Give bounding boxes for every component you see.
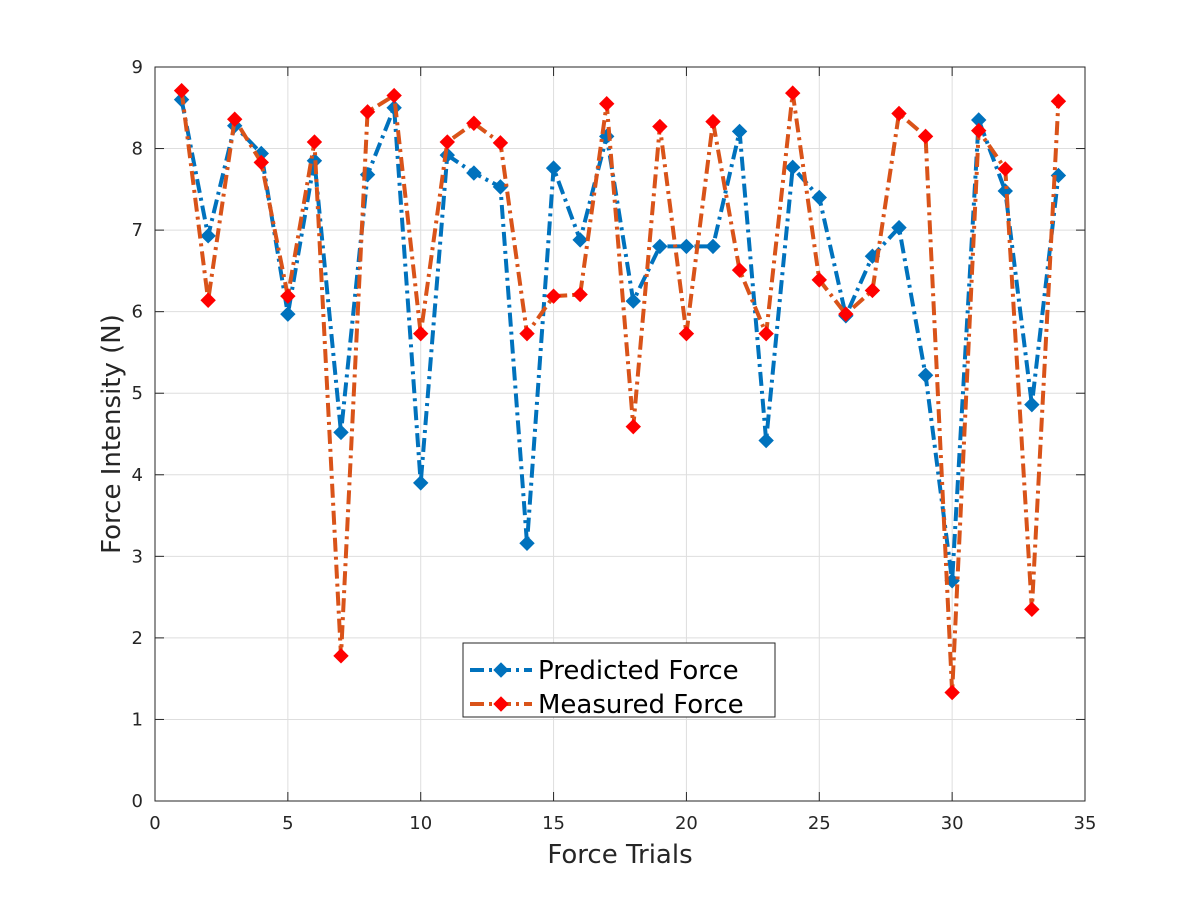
- legend-item: Predicted Force: [470, 656, 739, 686]
- plot-frame: [154, 66, 1086, 802]
- data-point: [173, 82, 190, 99]
- data-point: [997, 161, 1013, 177]
- y-tick-label: 7: [132, 220, 143, 241]
- data-point: [519, 325, 535, 342]
- data-point: [625, 293, 641, 309]
- legend-label: Measured Force: [538, 690, 744, 720]
- x-tick-label: 0: [149, 813, 160, 834]
- data-point: [652, 118, 668, 135]
- data-point: [1024, 396, 1040, 413]
- data-point: [359, 104, 376, 120]
- data-point: [917, 128, 934, 145]
- data-point: [519, 535, 535, 551]
- data-point: [652, 238, 668, 255]
- y-tick-label: 4: [132, 465, 143, 486]
- data-point: [731, 123, 748, 140]
- data-point: [864, 282, 881, 299]
- data-point: [811, 189, 827, 206]
- data-point: [572, 286, 588, 303]
- data-point: [678, 238, 695, 255]
- y-tick-label: 2: [132, 628, 143, 649]
- legend-marker-swatch: [493, 662, 509, 678]
- data-point: [838, 306, 854, 322]
- data-point: [572, 232, 588, 248]
- data-point: [1024, 601, 1040, 618]
- y-tick-label: 5: [132, 383, 143, 404]
- data-point: [705, 113, 721, 130]
- y-tick-label: 9: [132, 57, 143, 78]
- data-point: [785, 159, 801, 176]
- data-point: [891, 105, 907, 122]
- data-point: [545, 288, 562, 304]
- x-tick-label: 35: [1074, 813, 1097, 834]
- legend-item: Measured Force: [470, 690, 744, 720]
- data-point: [253, 154, 269, 171]
- x-axis-title: Force Trials: [547, 840, 692, 870]
- data-point: [466, 115, 482, 131]
- data-point: [280, 306, 296, 322]
- x-tick-label: 20: [675, 813, 698, 834]
- data-point: [944, 684, 960, 701]
- x-tick-label: 5: [282, 813, 293, 834]
- x-tick-label: 10: [409, 813, 432, 834]
- x-tick-label: 25: [808, 813, 831, 834]
- x-tick-label: 30: [941, 813, 964, 834]
- y-tick-label: 3: [132, 546, 143, 567]
- data-point: [1050, 93, 1067, 109]
- data-point: [439, 134, 455, 150]
- data-point: [758, 325, 774, 342]
- series-1: [173, 82, 1067, 701]
- y-tick-label: 1: [132, 709, 143, 730]
- data-point: [917, 367, 934, 383]
- data-point: [599, 95, 615, 112]
- x-tick-label: 15: [542, 813, 565, 834]
- y-axis-title: Force Intensity (N): [97, 314, 127, 554]
- data-point: [413, 325, 429, 342]
- data-point: [811, 272, 827, 288]
- data-point: [280, 288, 296, 304]
- legend-box: [462, 642, 776, 718]
- data-point: [413, 475, 429, 491]
- data-point: [625, 418, 641, 435]
- data-point: [545, 160, 562, 176]
- data-point: [971, 122, 987, 139]
- series-line: [179, 99, 1061, 583]
- legend-label: Predicted Force: [538, 656, 739, 686]
- data-point: [891, 219, 907, 236]
- data-point: [386, 87, 402, 104]
- data-point: [227, 111, 243, 127]
- data-point: [333, 424, 349, 441]
- y-tick-label: 6: [132, 302, 143, 323]
- data-point: [705, 238, 721, 255]
- series-line: [179, 90, 1061, 695]
- y-tick-label: 8: [132, 139, 143, 160]
- data-point: [200, 228, 216, 244]
- legend-marker-swatch: [493, 696, 509, 712]
- legend: Predicted Force Measured Force: [462, 642, 776, 720]
- data-point: [200, 292, 216, 308]
- data-point: [306, 134, 323, 150]
- y-tick-label: 0: [132, 791, 143, 812]
- data-point: [758, 432, 774, 449]
- data-point: [785, 85, 801, 101]
- data-point: [333, 648, 349, 664]
- axis-ticks: 0 5 10 15 20 25 30 35 0 1 2 3 4 5 6 7 8 9: [132, 57, 1097, 834]
- data-point: [731, 262, 748, 278]
- data-point: [678, 325, 695, 342]
- series-layer: [173, 82, 1067, 701]
- data-point: [492, 135, 509, 151]
- data-point: [466, 165, 482, 181]
